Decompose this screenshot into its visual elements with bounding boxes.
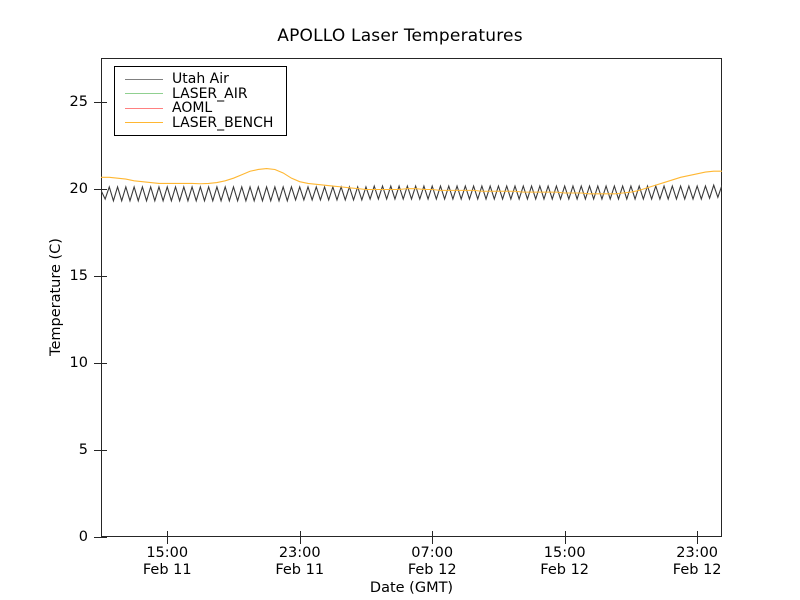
- legend-label: Utah Air: [172, 71, 229, 87]
- y-tick-mark-inner: [101, 537, 107, 538]
- y-tick-label: 20: [69, 180, 88, 197]
- x-tick-label: 07:00 Feb 12: [372, 545, 492, 579]
- legend-item-laser-air[interactable]: LASER_AIR: [122, 85, 280, 102]
- legend-swatch: [125, 78, 163, 80]
- legend-swatch: [125, 122, 163, 124]
- x-tick-mark-inner: [697, 531, 699, 537]
- y-axis-label: Temperature (C): [48, 238, 64, 356]
- y-tick-mark: [94, 449, 101, 451]
- y-tick-label: 10: [69, 354, 88, 371]
- series-line-laser-bench: [101, 169, 722, 194]
- y-tick-label: 5: [78, 441, 88, 458]
- y-tick-mark-inner: [101, 275, 107, 277]
- x-tick-mark: [432, 537, 434, 544]
- x-tick-date: Feb 12: [540, 562, 590, 578]
- x-tick-date: Feb 12: [407, 562, 457, 578]
- x-tick-label: 23:00 Feb 12: [637, 545, 757, 579]
- y-tick-mark-inner: [101, 362, 107, 364]
- legend-label: LASER_BENCH: [172, 114, 274, 131]
- legend-item-aoml[interactable]: AOML: [122, 101, 280, 116]
- x-tick-date: Feb 11: [275, 562, 325, 578]
- y-tick-mark: [94, 362, 101, 364]
- legend-item-utah-air[interactable]: Utah Air: [122, 72, 280, 87]
- x-tick-mark: [299, 537, 301, 544]
- x-tick-time: 23:00: [676, 545, 719, 561]
- x-axis-label: Date (GMT): [369, 580, 454, 596]
- x-tick-label: 15:00 Feb 12: [505, 545, 625, 579]
- x-tick-mark-inner: [299, 531, 301, 537]
- plot-canvas: [101, 58, 722, 537]
- y-tick-mark-inner: [101, 188, 107, 190]
- x-tick-date: Feb 11: [142, 562, 192, 578]
- y-tick-mark: [94, 101, 101, 103]
- y-tick-mark-inner: [101, 449, 107, 451]
- legend-label: AOML: [172, 100, 213, 116]
- legend-swatch: [125, 107, 163, 109]
- x-tick-time: 23:00: [278, 545, 321, 561]
- x-tick-label: 23:00 Feb 11: [240, 545, 360, 579]
- x-tick-label: 15:00 Feb 11: [107, 545, 227, 579]
- y-tick-label: 15: [69, 267, 88, 284]
- legend[interactable]: Utah Air LASER_AIR AOML LASER_BENCH: [114, 66, 287, 136]
- x-tick-mark-inner: [167, 531, 169, 537]
- x-tick-time: 07:00: [411, 545, 454, 561]
- legend-swatch: [125, 93, 163, 95]
- x-tick-mark: [167, 537, 169, 544]
- x-tick-mark-inner: [432, 531, 434, 537]
- x-tick-mark: [564, 537, 566, 544]
- y-tick-mark: [94, 537, 101, 538]
- y-tick-label: 25: [69, 93, 88, 110]
- x-tick-time: 15:00: [543, 545, 586, 561]
- y-tick-label: 0: [78, 529, 88, 545]
- legend-item-laser-bench[interactable]: LASER_BENCH: [122, 114, 280, 131]
- y-tick-mark: [94, 188, 101, 190]
- plot-area: [101, 58, 722, 537]
- chart-title: APOLLO Laser Temperatures: [277, 26, 523, 46]
- x-tick-mark: [697, 537, 699, 544]
- y-tick-mark: [94, 275, 101, 277]
- x-tick-date: Feb 12: [672, 562, 722, 578]
- series-line-utah-air: [101, 185, 722, 201]
- y-tick-mark-inner: [101, 101, 107, 103]
- x-tick-mark-inner: [564, 531, 566, 537]
- x-tick-time: 15:00: [146, 545, 189, 561]
- legend-label: LASER_AIR: [172, 85, 248, 102]
